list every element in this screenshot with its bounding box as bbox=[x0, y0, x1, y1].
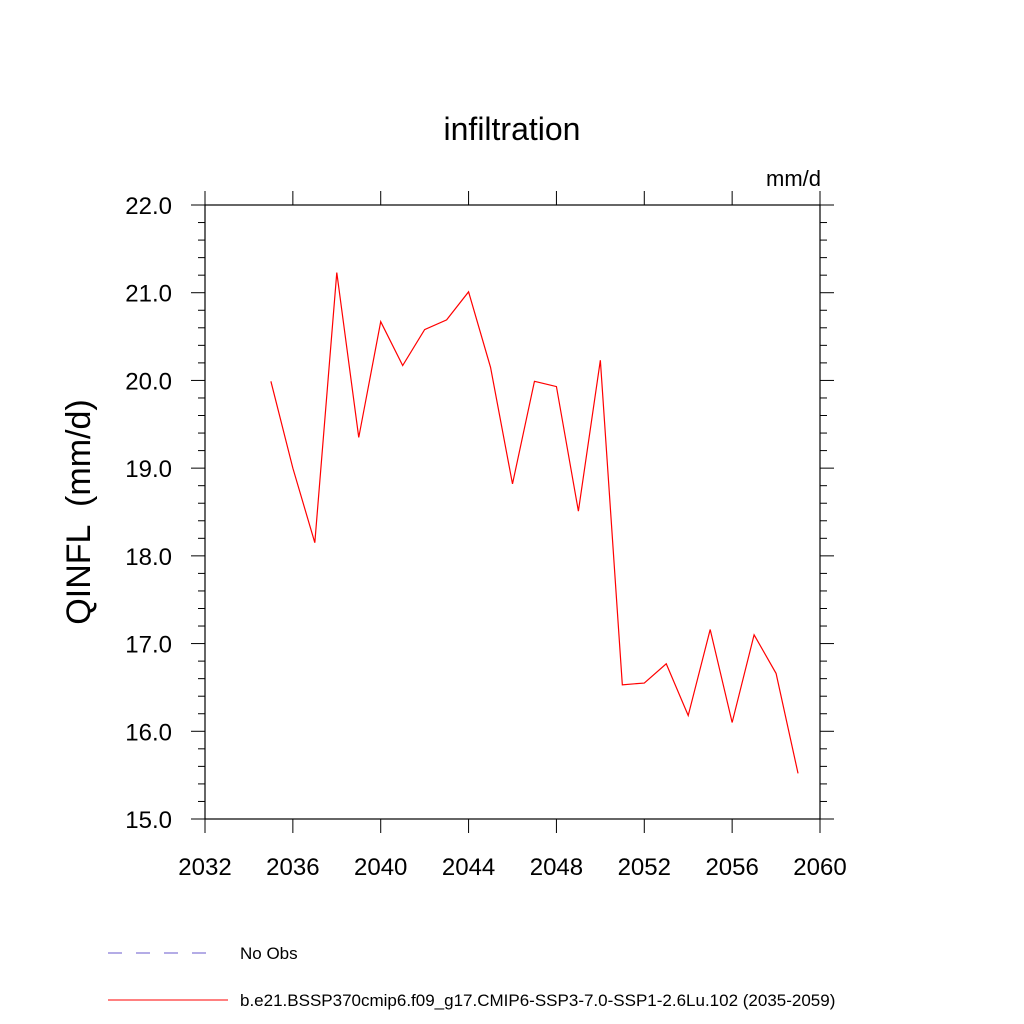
x-tick-label: 2048 bbox=[530, 854, 583, 881]
y-tick-label: 22.0 bbox=[125, 193, 172, 220]
axis-ticks bbox=[191, 191, 834, 833]
chart-title: infiltration bbox=[444, 111, 581, 147]
y-tick-label: 16.0 bbox=[125, 719, 172, 746]
legend-label-model: b.e21.BSSP370cmip6.f09_g17.CMIP6-SSP3-7.… bbox=[240, 991, 835, 1010]
y-tick-label: 15.0 bbox=[125, 807, 172, 834]
y-axis-label: QINFL (mm/d) bbox=[60, 399, 98, 624]
y-tick-label: 20.0 bbox=[125, 368, 172, 395]
y-tick-label: 17.0 bbox=[125, 632, 172, 659]
legend-label-no-obs: No Obs bbox=[240, 944, 298, 963]
units-label: mm/d bbox=[766, 166, 821, 191]
x-tick-label: 2032 bbox=[178, 854, 231, 881]
axis-tick-labels: 2032 2036 2040 2044 2048 2052 2056 2060 15.0 16.0… bbox=[125, 193, 846, 881]
x-tick-label: 2040 bbox=[354, 854, 407, 881]
x-tick-label: 2044 bbox=[442, 854, 495, 881]
series-layer bbox=[270, 272, 799, 774]
x-tick-label: 2036 bbox=[266, 854, 319, 881]
series-line-0 bbox=[270, 272, 799, 774]
x-tick-label: 2060 bbox=[793, 854, 846, 881]
y-tick-label: 19.0 bbox=[125, 456, 172, 483]
legend: No Obs b.e21.BSSP370cmip6.f09_g17.CMIP6-… bbox=[108, 944, 835, 1010]
plot-frame bbox=[204, 204, 821, 820]
x-tick-label: 2052 bbox=[618, 854, 671, 881]
y-tick-label: 18.0 bbox=[125, 544, 172, 571]
x-tick-label: 2056 bbox=[705, 854, 758, 881]
y-tick-label: 21.0 bbox=[125, 281, 172, 308]
